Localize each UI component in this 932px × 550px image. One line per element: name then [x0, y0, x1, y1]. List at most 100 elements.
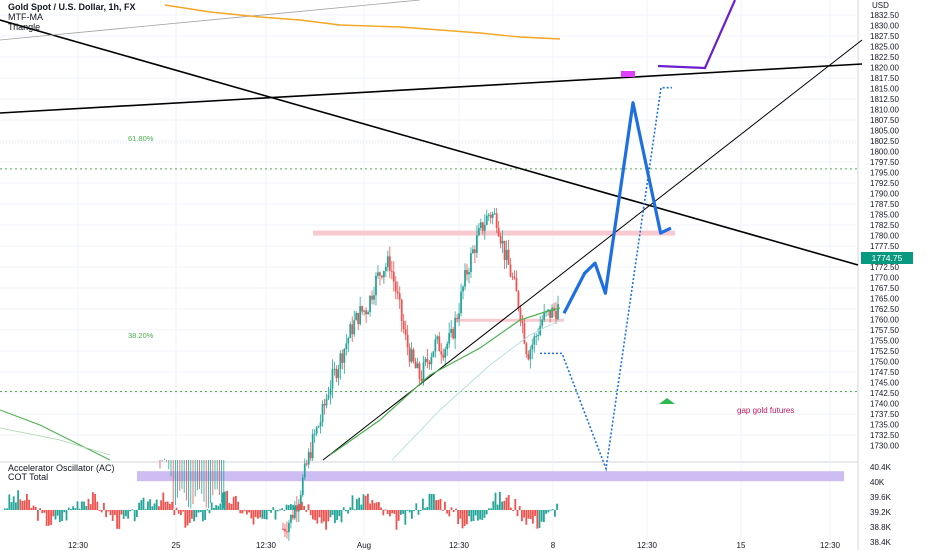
- candle-body: [384, 267, 387, 272]
- target-marker: [621, 71, 635, 77]
- oscillator-bar: [294, 505, 297, 510]
- candle-body: [355, 312, 358, 321]
- oscillator-bar: [556, 503, 558, 510]
- oscillator-ac-label[interactable]: Accelerator Oscillator (AC): [8, 463, 115, 473]
- candle-body: [345, 343, 348, 349]
- oscillator-bar: [171, 501, 173, 510]
- oscillator-axis[interactable]: 40.4K 40K 39.6K 39.2K 38.8K 38.4K: [870, 463, 892, 547]
- oscillator-bar: [408, 510, 411, 513]
- oscillator-bar: [199, 510, 202, 513]
- oscillator-bar: [30, 507, 33, 510]
- candle-body: [315, 427, 318, 434]
- oscillator-bar: [217, 505, 220, 510]
- oscillator-bar: [529, 510, 532, 520]
- candle-body: [466, 269, 468, 275]
- oscillator-bar: [393, 510, 396, 514]
- candle-body: [331, 369, 334, 389]
- projection-path: [562, 101, 672, 315]
- candle-body: [414, 361, 417, 369]
- oscillator-bar: [514, 498, 517, 510]
- indicator-triangle[interactable]: Triangle: [8, 22, 41, 32]
- oscillator-bar: [177, 510, 180, 514]
- oscillator-cot-label[interactable]: COT Total: [8, 472, 49, 482]
- oscillator-bar: [384, 509, 387, 511]
- candle-body: [319, 421, 322, 427]
- oscillator-bar: [70, 508, 72, 510]
- candle-body: [527, 354, 530, 360]
- candle-body: [293, 506, 296, 519]
- oscillator-bar: [430, 494, 433, 510]
- oscillator-bar: [263, 510, 266, 520]
- candle-body: [523, 322, 526, 344]
- oscillator-bar: [83, 501, 85, 510]
- projections: [540, 71, 675, 472]
- purple-projection: [657, 0, 737, 70]
- oscillator-bar: [466, 510, 468, 525]
- oscillator-bar: [479, 510, 481, 520]
- oscillator-bar: [305, 510, 308, 512]
- oscillator-bar: [426, 507, 429, 510]
- oscillator-bar: [8, 494, 11, 510]
- oscillator-bar: [503, 501, 506, 510]
- candle-body: [533, 336, 536, 345]
- oscillator-bar: [129, 510, 132, 512]
- time-tick-label: 12:30: [637, 541, 658, 550]
- oscillator-bar: [26, 494, 28, 510]
- candle-body: [493, 213, 496, 215]
- oscillator-bar: [307, 504, 310, 510]
- oscillator-bar: [312, 510, 314, 520]
- oscillator-bar: [105, 510, 107, 518]
- oscillator-bar: [237, 501, 239, 510]
- candle-body: [485, 215, 488, 225]
- oscillator-bar: [285, 504, 288, 510]
- oscillator-bar: [4, 508, 6, 510]
- oscillator-bar: [496, 504, 499, 510]
- candle-body: [392, 271, 395, 282]
- time-axis[interactable]: 12:30 25 12:30 Aug 12:30 8 12:30 15 12:30: [68, 541, 841, 550]
- oscillator-bar: [153, 503, 156, 510]
- oscillator-bar: [164, 501, 167, 510]
- candle-body: [379, 272, 381, 276]
- indicator-mtf-ma[interactable]: MTF-MA: [8, 12, 43, 22]
- oscillator-bar: [309, 510, 312, 516]
- oscillator-bar: [23, 500, 26, 510]
- price-tick-label: 1760.00: [870, 316, 899, 325]
- oscillator-bar: [85, 506, 88, 510]
- oscillator-bar: [356, 499, 358, 510]
- oscillator-bar: [331, 510, 334, 515]
- oscillator-bar: [274, 510, 277, 520]
- oscillator-bar: [534, 510, 536, 516]
- oscillator-bar: [279, 509, 281, 511]
- candle-body: [299, 495, 302, 505]
- price-tick-label: 1805.00: [870, 127, 899, 136]
- oscillator-bar: [468, 510, 470, 517]
- oscillator-bar: [116, 510, 118, 529]
- price-tick-label: 1800.00: [870, 148, 899, 157]
- fib-618-label: 61.80%: [128, 134, 154, 143]
- oscillator-bar: [470, 510, 473, 522]
- candle-body: [422, 362, 425, 382]
- oscillator-bar: [259, 510, 261, 518]
- oscillator-bar: [444, 501, 446, 510]
- moving-average-fast: [329, 307, 561, 456]
- oscillator-bar: [151, 506, 154, 510]
- oscillator-bar: [527, 510, 530, 519]
- oscillator-bar: [543, 510, 545, 522]
- oscillator-bar: [162, 492, 165, 510]
- oscillator-bar: [175, 507, 178, 510]
- oscillator-bar: [397, 510, 400, 521]
- price-tick-label: 1830.00: [870, 22, 899, 31]
- candle-body: [365, 310, 367, 315]
- oscillator-bar: [10, 502, 13, 510]
- oscillator-bar: [28, 499, 30, 510]
- oscillator-bar: [510, 507, 512, 510]
- symbol-title[interactable]: Gold Spot / U.S. Dollar, 1h, FX: [8, 2, 136, 12]
- oscillator-bar: [74, 508, 77, 510]
- oscillator-bar: [140, 500, 143, 510]
- oscillator-bar: [303, 505, 305, 510]
- candle-body: [474, 249, 476, 253]
- oscillator-bar: [345, 510, 347, 512]
- gap-target-marker: [659, 398, 675, 404]
